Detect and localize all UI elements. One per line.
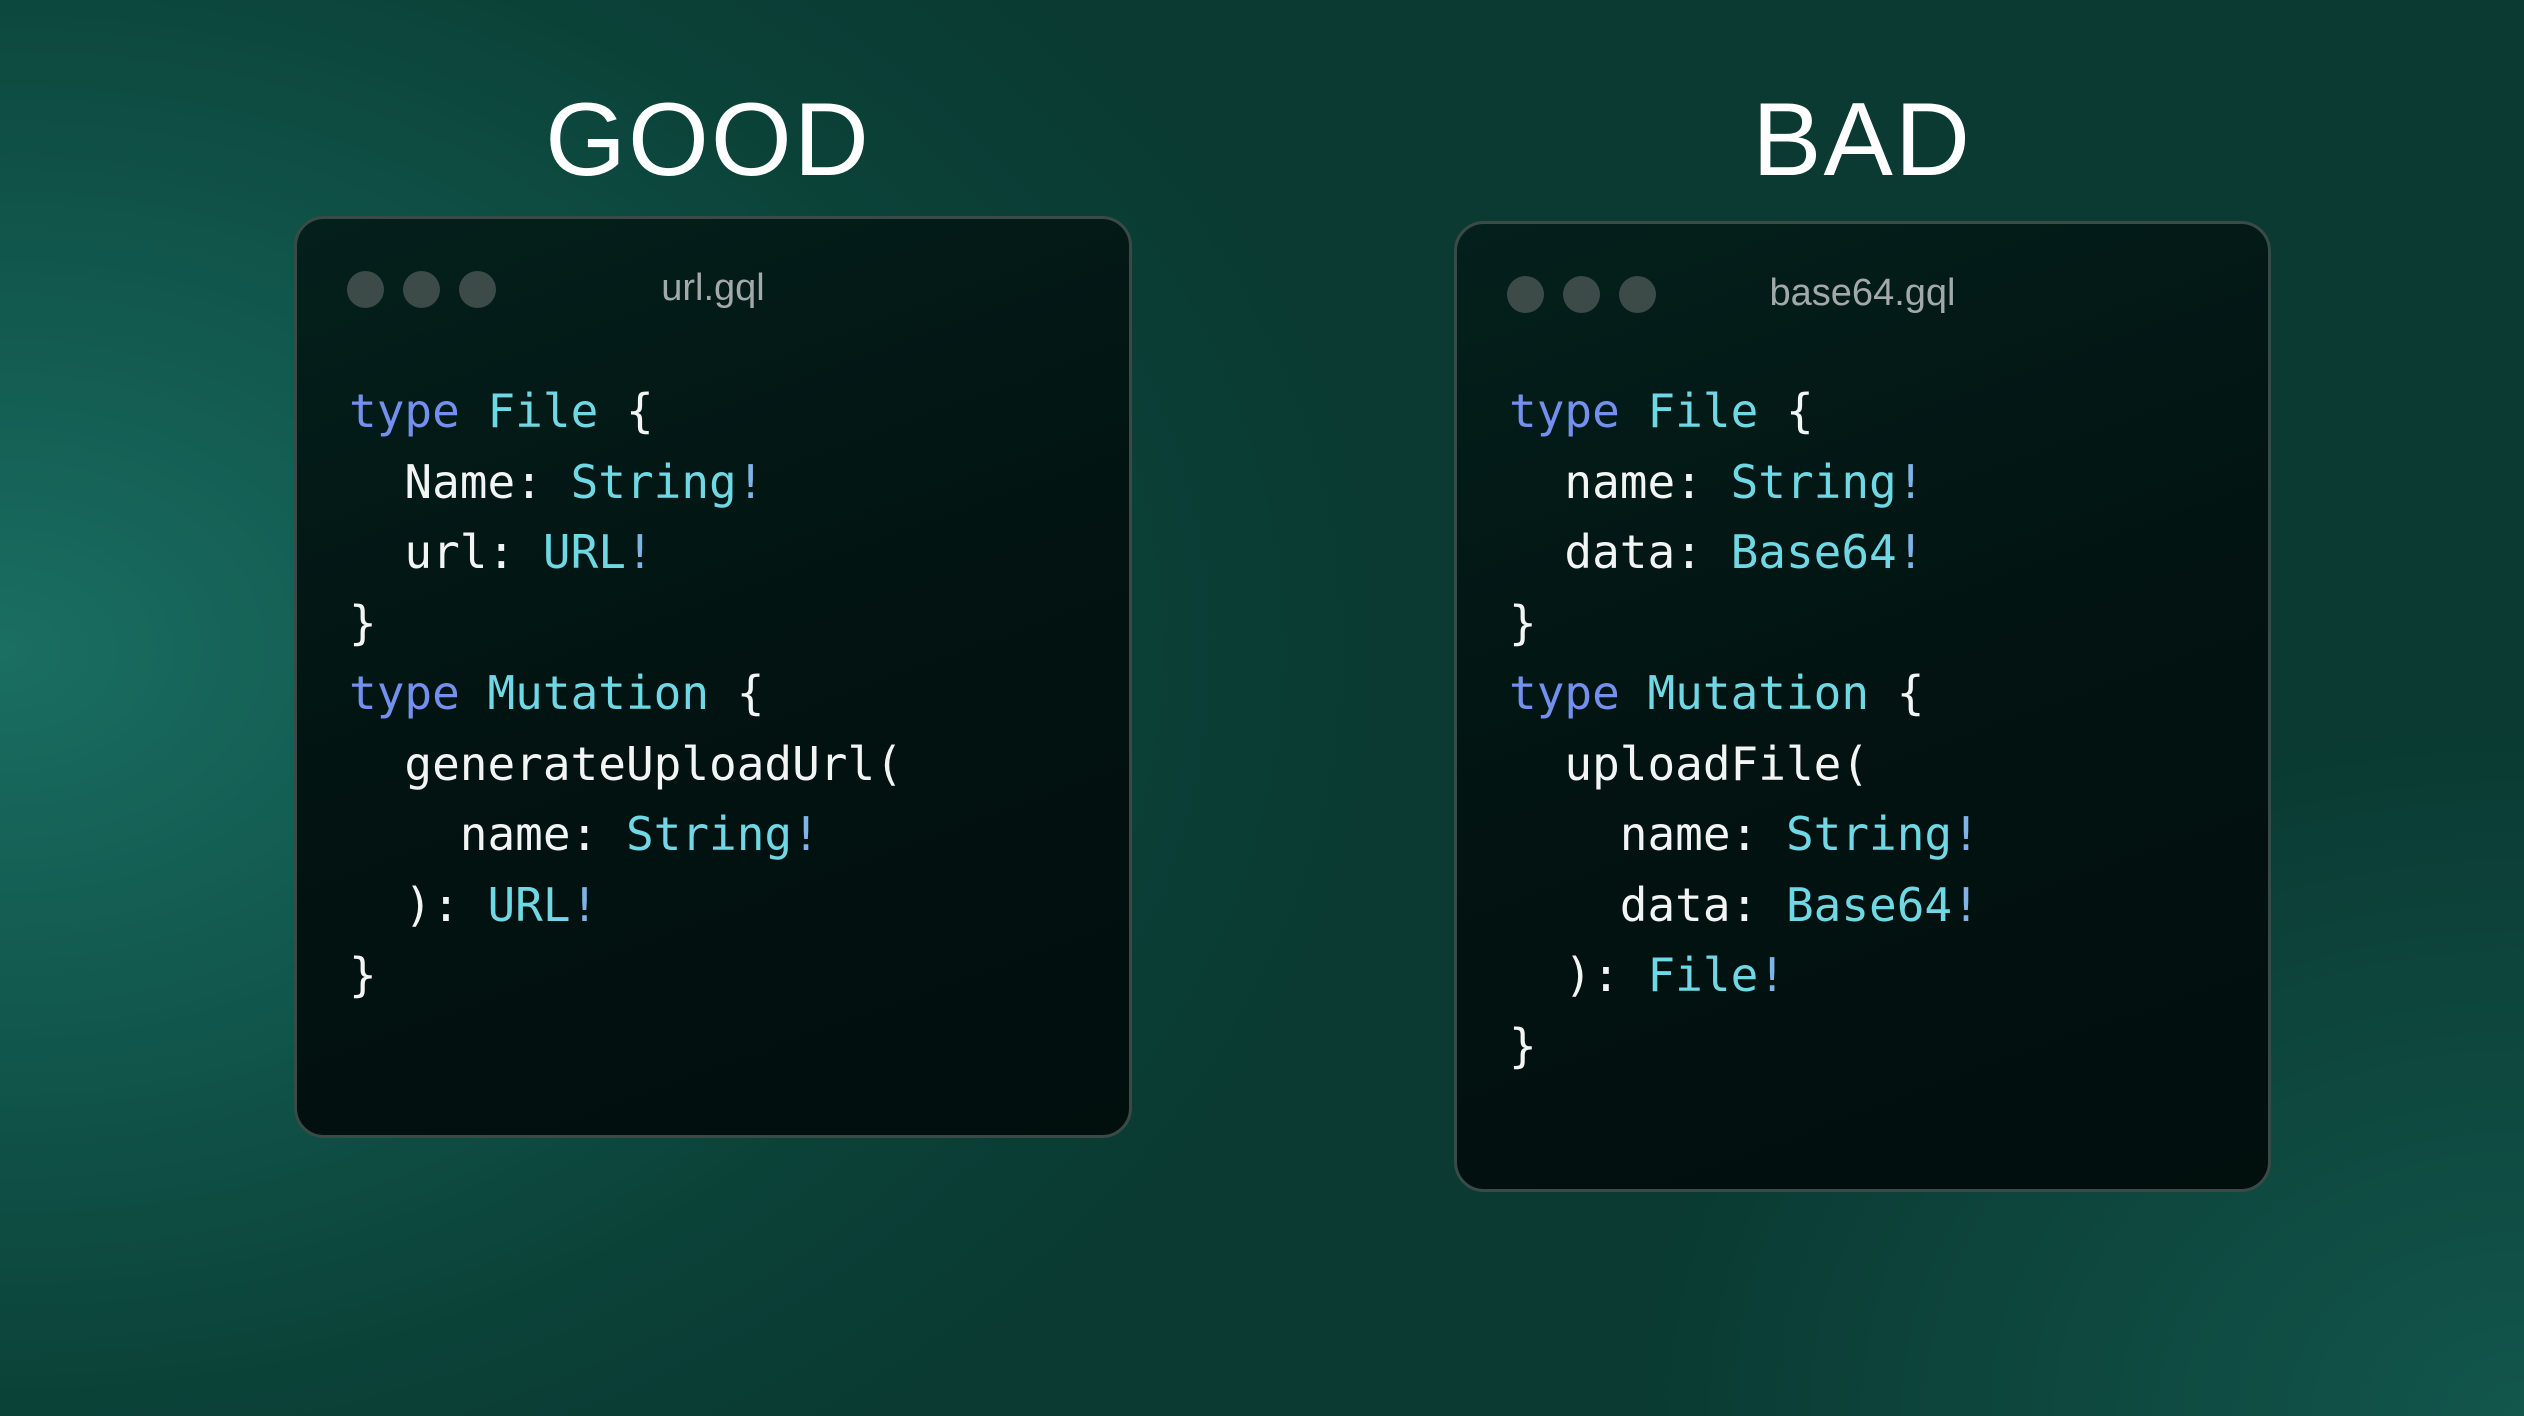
code-line: name: String!: [1509, 799, 1980, 870]
code-line: }: [349, 940, 903, 1011]
code-token: Mutation: [1647, 666, 1870, 720]
code-token: !: [625, 525, 654, 579]
code-line: }: [349, 588, 903, 659]
code-token: data:: [1509, 877, 1786, 932]
code-token: String: [1785, 807, 1953, 861]
code-line: generateUploadUrl(: [349, 729, 903, 800]
code-token: name:: [1509, 454, 1731, 509]
code-token: File: [1647, 948, 1759, 1002]
bad-code-window: base64.gql type File { name: String! dat…: [1454, 221, 2271, 1192]
code-line: uploadFile(: [1509, 729, 1980, 800]
code-token: type: [1509, 666, 1620, 720]
code-token: !: [1896, 525, 1925, 579]
code-token: }: [1509, 1018, 1537, 1073]
code-line: ): File!: [1509, 940, 1980, 1011]
code-block: type File { name: String! data: Base64!}…: [1509, 376, 1980, 1081]
code-token: ):: [1509, 948, 1648, 1002]
code-token: URL: [542, 525, 626, 579]
code-line: name: String!: [1509, 447, 1980, 518]
code-token: name:: [349, 807, 626, 861]
code-line: data: Base64!: [1509, 517, 1980, 588]
code-token: {: [1869, 666, 1925, 720]
code-line: url: URL!: [349, 517, 903, 588]
code-token: !: [1896, 454, 1925, 509]
code-token: Mutation: [487, 666, 710, 720]
code-token: !: [570, 877, 599, 932]
minimize-dot-icon[interactable]: [1563, 276, 1600, 313]
good-code-window: url.gql type File { Name: String! url: U…: [294, 216, 1132, 1138]
code-token: ):: [349, 877, 488, 932]
code-line: type File {: [349, 376, 903, 447]
code-token: !: [1952, 807, 1980, 861]
code-token: String: [1730, 454, 1897, 509]
code-token: !: [792, 807, 820, 861]
code-token: type: [1509, 384, 1620, 438]
code-token: Base64: [1785, 877, 1953, 932]
code-line: type File {: [1509, 376, 1980, 447]
code-token: generateUploadUrl(: [349, 736, 903, 791]
code-token: File: [1647, 384, 1759, 438]
code-token: }: [1509, 595, 1537, 650]
code-token: }: [349, 948, 377, 1002]
code-token: Name:: [349, 454, 571, 509]
window-controls: [1507, 276, 1656, 313]
code-line: type Mutation {: [1509, 658, 1980, 729]
window-controls: [347, 271, 496, 308]
code-token: !: [1952, 877, 1980, 932]
code-token: [460, 666, 488, 720]
code-token: [1620, 666, 1648, 720]
code-line: Name: String!: [349, 447, 903, 518]
close-dot-icon[interactable]: [1507, 276, 1544, 313]
code-token: String: [570, 454, 737, 509]
code-line: name: String!: [349, 799, 903, 870]
code-line: ): URL!: [349, 870, 903, 941]
filename: url.gql: [661, 267, 765, 309]
code-token: String: [625, 807, 793, 861]
code-token: }: [349, 595, 377, 650]
maximize-dot-icon[interactable]: [1619, 276, 1656, 313]
code-token: [460, 384, 488, 438]
code-line: type Mutation {: [349, 658, 903, 729]
minimize-dot-icon[interactable]: [403, 271, 440, 308]
code-block: type File { Name: String! url: URL!} type…: [349, 376, 903, 1011]
close-dot-icon[interactable]: [347, 271, 384, 308]
code-token: type: [349, 384, 460, 438]
bad-heading: BAD: [1752, 82, 1972, 198]
good-heading: GOOD: [545, 82, 871, 198]
code-token: Base64: [1730, 525, 1897, 579]
code-token: name:: [1509, 807, 1786, 861]
code-token: {: [1758, 384, 1814, 438]
filename: base64.gql: [1769, 272, 1956, 314]
code-line: }: [1509, 1011, 1980, 1082]
code-line: }: [1509, 588, 1980, 659]
code-token: type: [349, 666, 460, 720]
code-token: url:: [349, 525, 543, 579]
code-token: URL: [487, 877, 571, 932]
code-line: data: Base64!: [1509, 870, 1980, 941]
code-token: uploadFile(: [1509, 736, 1870, 791]
code-token: !: [736, 454, 765, 509]
code-token: !: [1758, 948, 1786, 1002]
code-token: data:: [1509, 525, 1731, 579]
code-token: {: [598, 384, 654, 438]
code-token: {: [709, 666, 765, 720]
code-token: File: [487, 384, 599, 438]
code-token: [1620, 384, 1648, 438]
maximize-dot-icon[interactable]: [459, 271, 496, 308]
